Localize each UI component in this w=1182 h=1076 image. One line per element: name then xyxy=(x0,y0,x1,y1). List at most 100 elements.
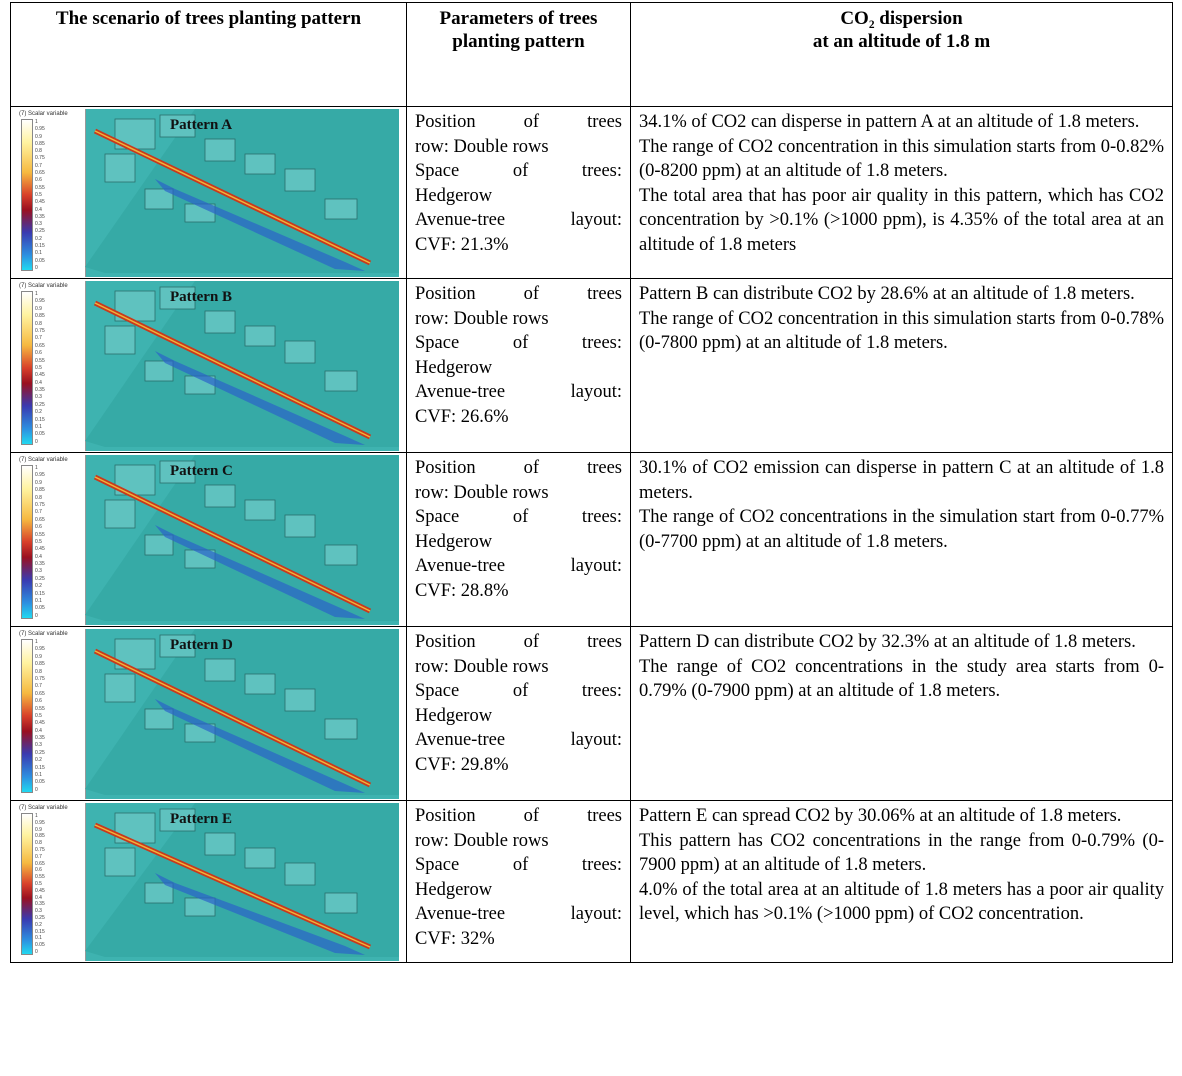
legend-tick: 0.5 xyxy=(35,880,42,887)
parameter-line: row: Double rows xyxy=(415,656,549,677)
description-paragraph: The range of CO2 concentration in this s… xyxy=(639,136,1164,182)
pattern-label: Pattern A xyxy=(170,117,233,133)
legend-tick: 1 xyxy=(35,465,38,471)
description-paragraph: Pattern B can distribute CO2 by 28.6% at… xyxy=(639,284,1135,304)
description-paragraph: Pattern E can spread CO2 by 30.06% at an… xyxy=(639,806,1122,826)
legend-tick: 0.25 xyxy=(35,914,45,921)
legend-tick: 0.7 xyxy=(35,683,42,690)
legend-color-bar xyxy=(21,813,33,955)
building xyxy=(244,153,276,175)
table-row: (7) Scalar variable 1 0.95 0.9 0.85 0.8 0.75 0.… xyxy=(10,278,1173,453)
co2-description-cell: 34.1% of CO2 can disperse in pattern A a… xyxy=(630,106,1173,279)
building xyxy=(144,534,174,556)
parameter-line: Position of trees xyxy=(415,112,622,132)
legend-tick: 0 xyxy=(35,612,38,619)
co2-dispersion-render xyxy=(85,109,399,273)
building xyxy=(244,673,276,695)
parameter-line: Hedgerow xyxy=(415,531,493,552)
building xyxy=(324,370,358,392)
co2-dispersion-render xyxy=(85,455,399,621)
parameter-line: Space of trees: xyxy=(415,333,622,353)
legend-tick: 0 xyxy=(35,264,38,271)
legend-title: (7) Scalar variable xyxy=(19,111,68,117)
building xyxy=(284,688,316,712)
building xyxy=(284,514,316,538)
building xyxy=(204,484,236,508)
legend-tick: 0.85 xyxy=(35,313,45,320)
legend-tick: 0.9 xyxy=(35,479,42,486)
ground-plane xyxy=(85,455,399,621)
legend-tick: 0.4 xyxy=(35,379,42,386)
parameter-line: row: Double rows xyxy=(415,308,549,329)
legend-tick: 1 xyxy=(35,291,38,297)
legend-tick: 0.15 xyxy=(35,928,45,935)
description-paragraph: The total area that has poor air quality… xyxy=(639,185,1164,255)
description-paragraph: The range of CO2 concentrations in the s… xyxy=(639,507,1164,552)
description-paragraph: The range of CO2 concentration in this s… xyxy=(639,308,1164,354)
parameter-line: CVF: 21.3% xyxy=(415,234,509,255)
co2-description-cell: 30.1% of CO2 emission can disperse in pa… xyxy=(630,452,1173,627)
legend-tick: 0.3 xyxy=(35,908,42,915)
legend-tick: 0.15 xyxy=(35,243,45,250)
legend-tick: 0.5 xyxy=(35,364,42,371)
legend-tick: 0.7 xyxy=(35,162,42,169)
parameter-line: Hedgerow xyxy=(415,879,493,900)
legend-tick: 0.45 xyxy=(35,720,45,727)
legend-tick: 0.2 xyxy=(35,409,42,416)
parameter-line: Position of trees xyxy=(415,284,622,304)
parameter-line: Avenue-tree layout: xyxy=(415,556,622,576)
header-co2-line1: CO₂ dispersion xyxy=(840,8,963,29)
building xyxy=(104,499,136,529)
ground-plane xyxy=(85,803,399,957)
simulation-image-cell: (7) Scalar variable 1 0.95 0.9 0.85 0.8 0.75 0.… xyxy=(10,626,407,801)
pattern-label: Pattern C xyxy=(170,463,233,479)
legend-color-bar xyxy=(21,119,33,271)
pattern-label: Pattern E xyxy=(170,811,233,827)
legend-tick: 0.95 xyxy=(35,646,45,653)
pattern-label: Pattern D xyxy=(170,637,233,653)
legend-ticks: 1 0.95 0.9 0.85 0.8 0.75 0.7 0.65 0.6 0.55 0.5 0.45… xyxy=(35,291,65,445)
legend-tick: 0.75 xyxy=(35,675,45,682)
legend-tick: 0.35 xyxy=(35,213,45,220)
co2-plume xyxy=(155,873,365,955)
building xyxy=(324,198,358,220)
parameters-cell: Position of trees row: Double rows Space o… xyxy=(406,452,631,627)
co2-dispersion-render xyxy=(85,803,399,957)
parameter-line: Space of trees: xyxy=(415,681,622,701)
simulation-image-cell: (7) Scalar variable 1 0.95 0.9 0.85 0.8 0.75 0.… xyxy=(10,278,407,453)
legend-tick: 0 xyxy=(35,948,38,955)
legend-tick: 0.8 xyxy=(35,668,42,675)
building xyxy=(159,808,196,832)
legend-tick: 0.95 xyxy=(35,298,45,305)
legend-tick: 0.65 xyxy=(35,516,45,523)
building xyxy=(144,188,174,210)
legend-tick: 0.15 xyxy=(35,416,45,423)
building xyxy=(324,892,358,914)
legend-tick: 0.2 xyxy=(35,757,42,764)
parameter-line: Avenue-tree layout: xyxy=(415,382,622,402)
ground-plane xyxy=(85,629,399,795)
legend-title: (7) Scalar variable xyxy=(19,457,68,463)
legend-tick: 0.85 xyxy=(35,487,45,494)
legend-tick: 0.65 xyxy=(35,860,45,867)
legend-tick: 0.85 xyxy=(35,140,45,147)
building xyxy=(284,862,316,886)
legend-tick: 0.05 xyxy=(35,942,45,949)
building xyxy=(244,325,276,347)
co2-description-cell: Pattern D can distribute CO2 by 32.3% at… xyxy=(630,626,1173,801)
parameter-line: Position of trees xyxy=(415,632,622,652)
legend-tick: 0.05 xyxy=(35,779,45,786)
legend-title: (7) Scalar variable xyxy=(19,631,68,637)
legend-tick: 0.8 xyxy=(35,494,42,501)
simulation-image: (7) Scalar variable 1 0.95 0.9 0.85 0.8 0.75 0.… xyxy=(15,455,399,625)
parameter-line: CVF: 28.8% xyxy=(415,580,509,601)
legend-tick: 0.45 xyxy=(35,372,45,379)
legend-ticks: 1 0.95 0.9 0.85 0.8 0.75 0.7 0.65 0.6 0.55 0.5 0.45… xyxy=(35,813,65,955)
parameter-line: row: Double rows xyxy=(415,830,549,851)
legend-tick: 0.6 xyxy=(35,177,42,184)
legend-tick: 0.05 xyxy=(35,431,45,438)
parameter-line: Hedgerow xyxy=(415,705,493,726)
header-co2-dispersion: CO₂ dispersion at an altitude of 1.8 m xyxy=(630,2,1173,107)
building xyxy=(204,832,236,856)
legend-tick: 0.3 xyxy=(35,568,42,575)
